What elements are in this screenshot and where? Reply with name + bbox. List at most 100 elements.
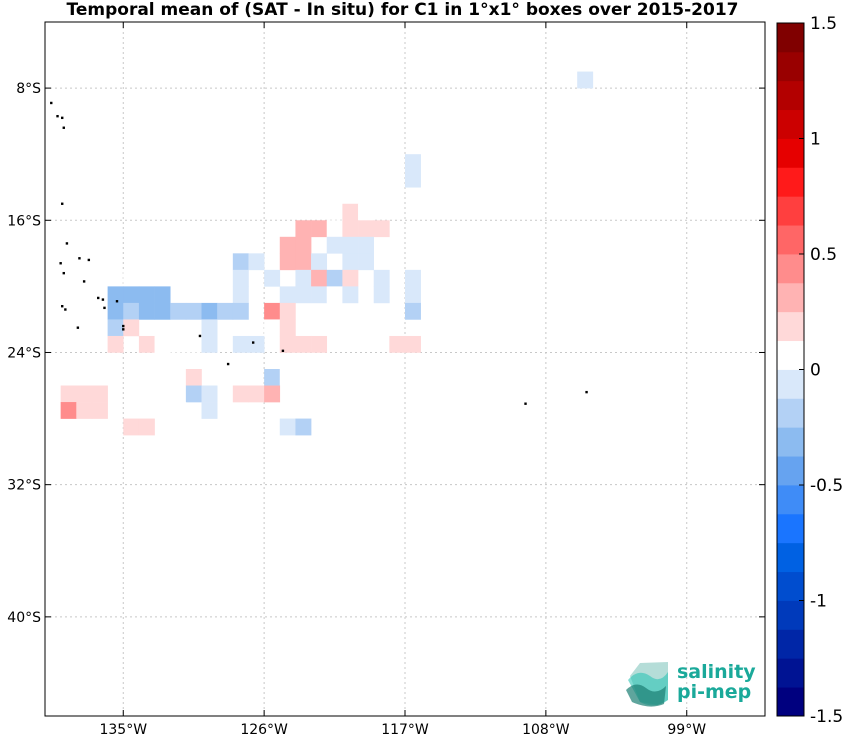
colorbar-swatch: [777, 542, 804, 573]
data-cell: [358, 253, 374, 271]
island-mark: [101, 298, 105, 301]
data-cell: [326, 236, 343, 254]
colorbar-swatch: [777, 571, 804, 601]
data-cell: [295, 418, 312, 436]
island-mark: [251, 341, 255, 344]
data-cell: [138, 335, 155, 353]
island-mark: [76, 326, 80, 329]
data-cell: [295, 253, 312, 271]
data-cell: [201, 269, 218, 287]
island-mark: [78, 257, 81, 260]
colorbar-swatch: [777, 369, 804, 399]
data-cell: [154, 302, 171, 320]
data-cell: [264, 269, 281, 287]
data-cell: [279, 253, 296, 271]
colorbar-tick-label: 1: [810, 130, 821, 150]
island-mark: [64, 308, 67, 311]
data-cell: [91, 385, 108, 403]
data-cell: [342, 236, 359, 254]
x-tick-label: 126°W: [240, 722, 288, 738]
data-cell: [107, 302, 124, 320]
data-cell: [170, 402, 187, 419]
colorbar-swatch: [777, 658, 804, 688]
data-cell: [405, 269, 421, 287]
colorbar-swatch: [777, 398, 804, 428]
data-cell: [201, 302, 218, 320]
island-mark: [585, 390, 588, 394]
data-cell: [405, 286, 421, 304]
colorbar-swatch: [777, 225, 804, 255]
data-cell: [279, 335, 296, 353]
island-mark: [103, 306, 106, 310]
island-mark: [61, 305, 64, 308]
colorbar-swatch: [777, 485, 804, 515]
data-cell: [373, 286, 390, 304]
data-cell: [326, 220, 343, 238]
data-cell: [248, 385, 265, 403]
data-cell: [279, 418, 296, 436]
colorbar-swatch: [777, 167, 804, 197]
data-cell: [264, 385, 281, 403]
colorbar-swatch: [777, 23, 804, 53]
colorbar-swatch: [777, 254, 804, 284]
data-cell: [279, 319, 296, 337]
colorbar-swatch: [777, 311, 804, 342]
data-cell: [358, 203, 374, 221]
data-cell: [373, 220, 390, 238]
logo-line-2: pi-mep: [677, 681, 751, 703]
data-cell: [185, 352, 202, 370]
data-cell: [342, 203, 359, 221]
colorbar-swatch: [777, 456, 804, 486]
data-cell: [295, 236, 312, 254]
colorbar-swatch: [777, 282, 804, 313]
y-tick-label: 32°S: [7, 478, 41, 494]
data-cell: [154, 335, 171, 353]
colorbar-tick-label: 0.5: [810, 245, 837, 265]
data-cell: [342, 253, 359, 271]
data-cell: [76, 385, 93, 403]
data-cell: [201, 402, 218, 419]
x-tick-label: 135°W: [99, 722, 147, 738]
colorbar-tick-label: 1.5: [810, 14, 837, 34]
logo-line-1: salinity: [677, 661, 756, 683]
data-cell: [248, 335, 265, 353]
data-cell: [279, 286, 296, 304]
data-cell: [326, 286, 343, 304]
colorbar-tick-label: -0.5: [810, 476, 843, 496]
data-cell: [264, 369, 281, 386]
data-cell: [264, 302, 281, 320]
data-cell: [264, 319, 281, 337]
data-cell: [232, 253, 249, 271]
data-cell: [311, 253, 328, 271]
island-mark: [115, 300, 119, 303]
data-cell: [123, 319, 140, 337]
data-cell: [279, 369, 296, 386]
data-cell: [342, 220, 359, 238]
data-cell: [107, 286, 124, 304]
data-cell: [107, 335, 124, 353]
data-cell: [389, 335, 406, 353]
island-mark: [65, 242, 69, 245]
x-tick-label: 108°W: [522, 722, 570, 738]
data-cell: [311, 335, 328, 353]
data-cell: [311, 402, 328, 419]
y-tick-label: 40°S: [7, 610, 41, 626]
data-cell: [232, 335, 249, 353]
colorbar-swatch: [777, 427, 804, 457]
land-islands: [50, 101, 588, 405]
colorbar-swatch: [777, 600, 804, 630]
island-mark: [198, 334, 202, 338]
data-cell: [91, 402, 108, 419]
data-cell: [60, 385, 77, 403]
y-tick-label: 24°S: [7, 345, 41, 361]
island-mark: [122, 328, 125, 331]
island-mark: [56, 114, 59, 118]
data-cell: [311, 220, 328, 238]
data-cell: [248, 253, 265, 271]
island-mark: [82, 280, 86, 283]
y-axis: 8°S 16°S 24°S 32°S 40°S: [7, 81, 765, 626]
colorbar: 1.5 1 0.5 0 -0.5 -1 -1.5: [776, 14, 843, 727]
data-cell: [326, 402, 343, 419]
data-cell: [279, 302, 296, 320]
